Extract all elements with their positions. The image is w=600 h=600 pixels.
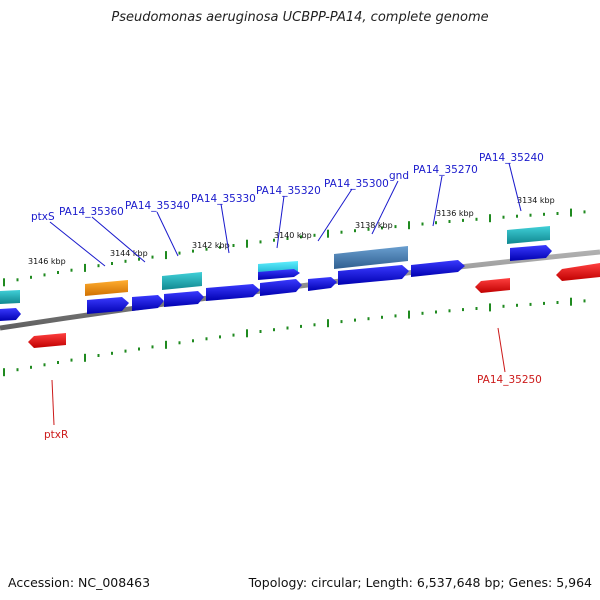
cog-feature-teal-1[interactable] [162, 272, 202, 290]
tick-row-inner [3, 297, 586, 377]
gene-forward-7[interactable] [258, 269, 300, 280]
gene-label-PA14_35300[interactable]: PA14_35300 [324, 178, 389, 190]
gene-reverse-1[interactable] [28, 333, 66, 348]
gene-label-PA14_35340[interactable]: PA14_35340 [125, 200, 190, 212]
gene-label-PA14_35330[interactable]: PA14_35330 [191, 193, 256, 205]
gene-reverse-2[interactable] [475, 278, 510, 293]
tick-row-outer [3, 208, 586, 287]
gene-forward-3[interactable] [132, 295, 164, 311]
cog-feature-orange[interactable] [85, 280, 128, 296]
gene-forward-1[interactable] [0, 308, 21, 321]
gene-forward-9[interactable] [338, 265, 409, 285]
gene-label-PA14_35320[interactable]: PA14_35320 [256, 185, 321, 197]
tick-label-3146: 3146 kbp [28, 257, 66, 266]
gene-forward-10[interactable] [411, 260, 465, 277]
gene-forward-11[interactable] [510, 245, 552, 261]
gene-reverse-3[interactable] [556, 263, 600, 281]
tick-label-3138: 3138 kbp [355, 221, 393, 230]
gene-forward-8[interactable] [308, 277, 337, 291]
tick-label-3144: 3144 kbp [110, 249, 148, 258]
tick-label-3142: 3142 kbp [192, 241, 230, 250]
cog-feature-teal-2[interactable] [507, 226, 550, 244]
gene-forward-5[interactable] [206, 284, 260, 301]
gene-label-PA14_35240[interactable]: PA14_35240 [479, 152, 544, 164]
gene-label-gnd[interactable]: gnd [389, 170, 409, 182]
tick-label-3136: 3136 kbp [436, 209, 474, 218]
cog-feature-teal-edge[interactable] [0, 290, 20, 304]
gene-forward-6[interactable] [260, 279, 302, 296]
cog-feature-steel[interactable] [334, 246, 408, 269]
tick-label-3140: 3140 kbp [274, 231, 312, 240]
gene-label-ptxR[interactable]: ptxR [44, 429, 68, 441]
gene-label-PA14_35270[interactable]: PA14_35270 [413, 164, 478, 176]
gene-label-PA14_35250[interactable]: PA14_35250 [477, 374, 542, 386]
map-title: Pseudomonas aeruginosa UCBPP-PA14, compl… [111, 10, 489, 25]
tick-label-3134: 3134 kbp [517, 196, 555, 205]
gene-label-ptxS[interactable]: ptxS [31, 211, 55, 223]
genome-summary-text: Topology: circular; Length: 6,537,648 bp… [248, 575, 592, 590]
gene-forward-4[interactable] [164, 291, 204, 307]
leader-lines-reverse [51, 327, 506, 426]
gene-label-PA14_35360[interactable]: PA14_35360 [59, 206, 124, 218]
gene-forward-2[interactable] [87, 297, 129, 314]
accession-text: Accession: NC_008463 [8, 575, 151, 590]
leader-lines-forward [49, 162, 522, 267]
